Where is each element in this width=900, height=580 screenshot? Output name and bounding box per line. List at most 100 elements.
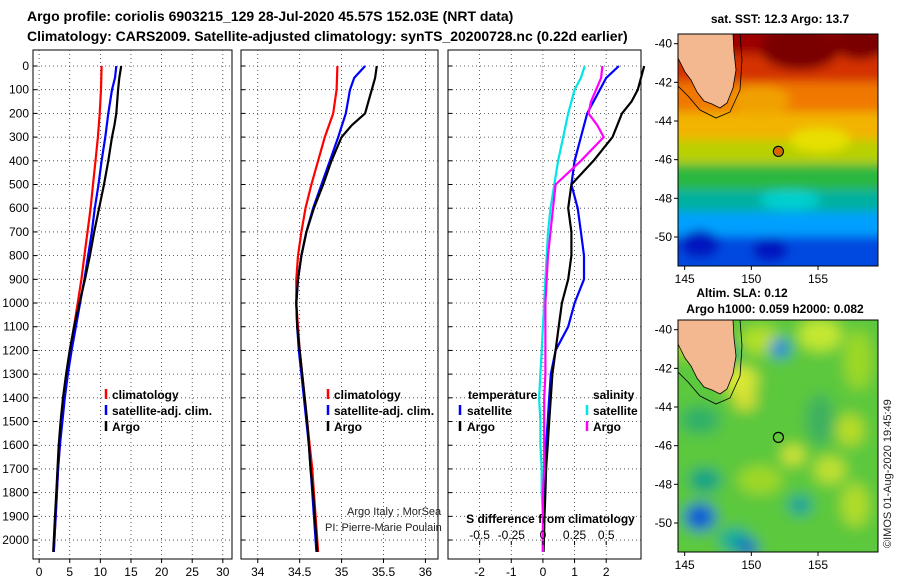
sla-xtick-label: 150 — [741, 558, 761, 572]
sst-shelf-contour — [678, 34, 743, 119]
depth-tick-label: 300 — [9, 130, 29, 144]
sla-shelf-contour — [678, 320, 743, 405]
sst-blob — [730, 86, 790, 114]
sla-blob — [806, 394, 834, 446]
depth-tick-label: 2000 — [2, 533, 29, 547]
sla-blob — [680, 406, 720, 434]
diff-salinity-tick-label: -0.5 — [469, 528, 490, 542]
sst-ytick-label: -48 — [655, 191, 673, 205]
diff-salinity-tick-label: -0.25 — [498, 528, 526, 542]
sst-xtick-label: 145 — [675, 272, 695, 286]
depth-tick-label: 700 — [9, 225, 29, 239]
depth-tick-label: 200 — [9, 106, 29, 120]
sst-blob — [752, 238, 788, 262]
sla-blob — [689, 468, 721, 492]
sla-xtick-label: 145 — [675, 558, 695, 572]
temperature-legend-entry: satellite-adj. clim. — [112, 404, 212, 418]
salinity-panel: 3434.53535.536salinityclimatologysatelli… — [240, 49, 439, 580]
sla-blob — [844, 330, 872, 390]
depth-tick-label: 1700 — [2, 462, 29, 476]
diff-legend-temperature-title: temperature — [468, 388, 538, 402]
diff-legend-salinity-entry: Argo — [593, 420, 621, 434]
difference-series-satellite — [537, 65, 586, 552]
difference-series-argo — [541, 65, 605, 552]
sla-ytick-label: -42 — [655, 361, 673, 375]
sst-xtick-label: 155 — [808, 272, 828, 286]
sla-ytick-label: -40 — [655, 323, 673, 337]
sst-ytick-label: -42 — [655, 75, 673, 89]
salinity-xtick-label: 34.5 — [288, 565, 312, 579]
temperature-xtick-label: 10 — [94, 565, 108, 579]
sst-map: 145 150 155 -40 -42 -44 -46 -48 -50 sat. SST: 12.… — [655, 12, 879, 286]
imos-watermark: ©IMOS 01-Aug-2020 19:45:49 — [882, 399, 894, 548]
sst-map-title: sat. SST: 12.3 Argo: 13.7 — [711, 12, 850, 26]
depth-tick-label: 400 — [9, 154, 29, 168]
salinity-xtick-label: 35 — [335, 565, 349, 579]
salinity-frame — [240, 49, 439, 560]
salinity-xtick-label: 36 — [419, 565, 433, 579]
depth-tick-label: 1900 — [2, 509, 29, 523]
temperature-frame — [32, 49, 233, 560]
sla-argo-marker — [772, 431, 785, 443]
credit-line-2: PI: Pierre-Marie Poulain — [325, 522, 442, 534]
sla-land — [678, 320, 737, 395]
temperature-series-argo — [52, 65, 123, 552]
sst-blob — [680, 230, 720, 258]
sst-ytick-label: -40 — [655, 37, 673, 51]
difference-xtick-label: -2 — [474, 565, 485, 579]
sst-argo-fill — [774, 147, 783, 156]
sla-blob — [740, 326, 780, 354]
diff-legend-salinity-title: salinity — [593, 388, 635, 402]
salinity-legend-entry: Argo — [334, 420, 362, 434]
sst-ytick-label: -50 — [655, 230, 673, 244]
temperature-panel: 0 5 10 15 20 25 300100200300400500600700800900… — [2, 49, 233, 580]
sla-map: 145 150 155 -40 -42 -44 -46 -48 -50 Altim. SLA: 0… — [655, 286, 879, 572]
diff-salinity-tick-label: 0.5 — [598, 528, 615, 542]
depth-tick-label: 500 — [9, 178, 29, 192]
depth-tick-label: 1100 — [3, 320, 29, 334]
sla-xtick-label: 155 — [808, 558, 828, 572]
sla-blob — [733, 390, 757, 410]
difference-xtick-label: -1 — [506, 565, 517, 579]
temperature-xtick-label: 5 — [66, 565, 73, 579]
salinity-xtick-label: 34 — [251, 565, 265, 579]
depth-tick-label: 1500 — [2, 415, 29, 429]
sla-map-title: Altim. SLA: 0.12 — [696, 286, 788, 300]
sla-blob — [684, 503, 716, 531]
difference-panel: -2-1012T difference from climatologytemp… — [447, 49, 646, 580]
sst-frame — [677, 33, 879, 267]
difference-xtick-label: 2 — [603, 565, 610, 579]
sla-blob — [798, 320, 842, 351]
depth-tick-label: 1200 — [2, 343, 29, 357]
diff-salinity-axis-title: S difference from climatology — [466, 512, 635, 526]
diff-legend-temperature-entry: Argo — [467, 420, 495, 434]
difference-series-argo — [542, 65, 646, 552]
sla-blob — [814, 456, 846, 484]
sst-xtick-label: 150 — [741, 272, 761, 286]
temperature-xtick-label: 0 — [36, 565, 43, 579]
sla-blob — [738, 540, 758, 552]
sst-land — [678, 34, 737, 109]
depth-tick-label: 0 — [22, 59, 29, 73]
sla-map-subtitle: Argo h1000: 0.059 h2000: 0.082 — [686, 302, 864, 316]
sla-ytick-label: -48 — [655, 477, 673, 491]
difference-xtick-label: 1 — [571, 565, 578, 579]
salinity-xtick-label: 35.5 — [372, 565, 396, 579]
sla-frame — [677, 319, 879, 553]
depth-tick-label: 1400 — [2, 391, 29, 405]
salinity-legend-entry: satellite-adj. clim. — [334, 404, 434, 418]
difference-xtick-label: 0 — [540, 565, 547, 579]
depth-tick-label: 800 — [9, 249, 29, 263]
sst-ytick-label: -44 — [655, 114, 673, 128]
sla-ytick-label: -46 — [655, 439, 673, 453]
sla-ytick-label: -44 — [655, 400, 673, 414]
depth-tick-label: 1600 — [2, 438, 29, 452]
sla-blob — [738, 466, 782, 494]
depth-tick-label: 100 — [9, 83, 29, 97]
salinity-legend-entry: climatology — [334, 388, 401, 402]
sla-blob — [781, 445, 805, 465]
diff-legend-temperature-entry: satellite — [467, 404, 512, 418]
diff-salinity-tick-label: 0 — [540, 528, 547, 542]
diff-legend-salinity-entry: satellite — [593, 404, 638, 418]
